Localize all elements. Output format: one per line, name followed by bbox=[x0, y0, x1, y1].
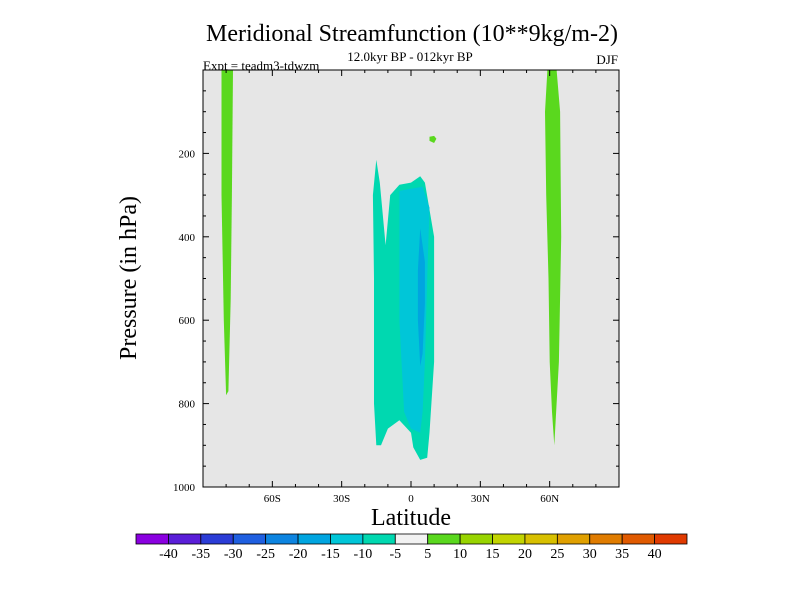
x-tick-label: 30N bbox=[471, 493, 490, 505]
colorbar-swatch bbox=[168, 533, 202, 545]
colorbar-swatch bbox=[200, 533, 234, 545]
colorbar-swatch bbox=[297, 533, 331, 545]
colorbar-swatch bbox=[394, 533, 429, 545]
y-tick-label: 400 bbox=[179, 232, 196, 244]
colorbar-level-label: 10 bbox=[453, 547, 467, 562]
plot-frame bbox=[202, 69, 620, 488]
colorbar-level-label: -20 bbox=[289, 547, 308, 562]
colorbar: -40 -35 -30 -25 -20 -15 -10 -5 5 10 15 20 25 30 35 40 bbox=[135, 533, 688, 562]
colorbar-level-label: 25 bbox=[550, 547, 564, 562]
x-tick-label: 30S bbox=[333, 493, 350, 505]
colorbar-level-label: 35 bbox=[615, 547, 629, 562]
colorbar-swatch bbox=[524, 533, 558, 545]
y-tick-label: 800 bbox=[179, 399, 196, 411]
contour-region-negative-cell-core bbox=[417, 228, 425, 367]
colorbar-level-label: -25 bbox=[256, 547, 275, 562]
colorbar-level-label: -40 bbox=[159, 547, 178, 562]
contour-region-positive-blob-upper-tropics bbox=[429, 135, 437, 143]
colorbar-level-label: 30 bbox=[583, 547, 597, 562]
colorbar-level-label: 15 bbox=[486, 547, 500, 562]
colorbar-level-label: 40 bbox=[648, 547, 662, 562]
y-axis-label: Pressure (in hPa) bbox=[116, 196, 142, 360]
x-tick-label: 60N bbox=[540, 493, 559, 505]
x-axis-label: Latitude bbox=[371, 505, 451, 531]
y-tick-label: 1000 bbox=[173, 482, 196, 494]
colorbar-swatch bbox=[265, 533, 299, 545]
y-tick-label: 200 bbox=[179, 148, 196, 160]
chart-subtitle-season: DJF bbox=[596, 52, 618, 67]
colorbar-swatch bbox=[362, 533, 396, 545]
colorbar-swatch bbox=[459, 533, 493, 545]
colorbar-level-label: -15 bbox=[321, 547, 340, 562]
colorbar-swatch bbox=[492, 533, 526, 545]
x-tick-label: 0 bbox=[408, 493, 414, 505]
colorbar-level-label: -30 bbox=[224, 547, 243, 562]
colorbar-swatch bbox=[135, 533, 169, 545]
chart-subtitle-period: 12.0kyr BP - 012kyr BP bbox=[347, 49, 473, 64]
chart-subtitle-experiment: Expt = teadm3-tdwzm bbox=[203, 58, 319, 73]
colorbar-swatch bbox=[427, 533, 461, 545]
colorbar-level-label: -35 bbox=[191, 547, 210, 562]
contour-regions bbox=[221, 70, 562, 460]
colorbar-level-label: 5 bbox=[424, 547, 431, 562]
colorbar-level-label: -10 bbox=[354, 547, 373, 562]
colorbar-swatch bbox=[556, 533, 591, 545]
colorbar-level-label: -5 bbox=[389, 547, 401, 562]
colorbar-swatch bbox=[654, 533, 688, 545]
colorbar-swatch bbox=[232, 533, 267, 545]
colorbar-swatch bbox=[589, 533, 623, 545]
y-tick-label: 600 bbox=[179, 315, 196, 327]
contour-region-positive-band-high-south bbox=[221, 70, 233, 396]
colorbar-level-label: 20 bbox=[518, 547, 532, 562]
chart-title: Meridional Streamfunction (10**9kg/m-2) bbox=[206, 21, 618, 47]
colorbar-swatch bbox=[330, 533, 364, 545]
contour-region-positive-band-high-north bbox=[545, 70, 562, 446]
axis-tick-labels: 60S 30S 0 30N 60N 200 400 600 800 1000 bbox=[173, 148, 559, 505]
colorbar-swatch bbox=[621, 533, 655, 545]
x-tick-label: 60S bbox=[264, 493, 281, 505]
